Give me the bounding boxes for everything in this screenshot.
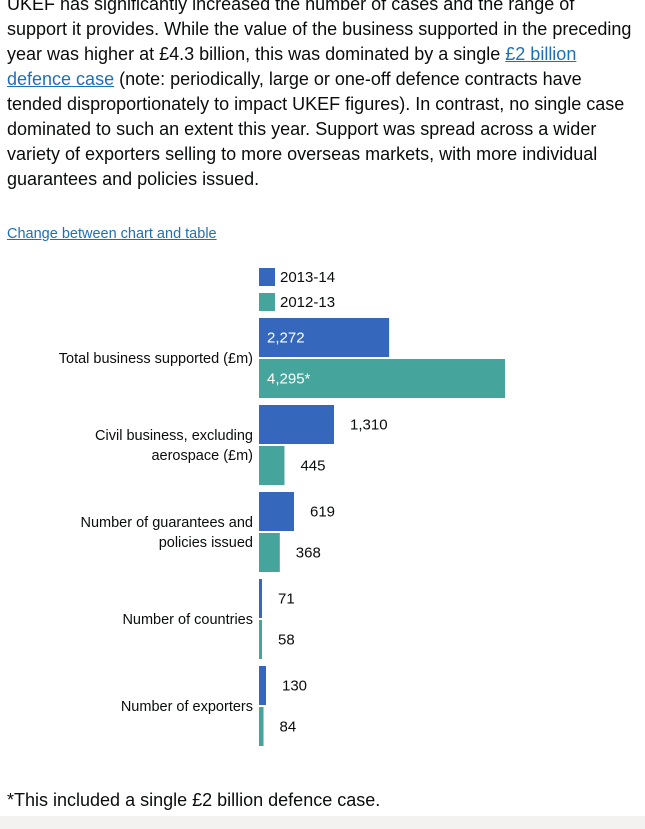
category-label-0-0: Total business supported (£m) bbox=[59, 351, 253, 367]
category-label-4-0: Number of exporters bbox=[121, 699, 253, 715]
bar-4-0 bbox=[259, 666, 266, 705]
legend-swatch-0 bbox=[259, 268, 275, 286]
bar-1-1 bbox=[259, 446, 285, 485]
bar-label-4-0: 130 bbox=[282, 678, 307, 695]
category-label-2-1: policies issued bbox=[159, 535, 253, 551]
intro-paragraph: UKEF has significantly increased the num… bbox=[7, 0, 639, 192]
bar-label-1-1: 445 bbox=[300, 458, 325, 475]
bar-label-2-1: 368 bbox=[296, 545, 321, 562]
bar-label-2-0: 619 bbox=[310, 504, 335, 521]
bar-label-0-0: 2,272 bbox=[267, 330, 305, 347]
bar-3-1 bbox=[259, 620, 262, 659]
category-label-2-0: Number of guarantees and bbox=[81, 515, 254, 531]
bar-0-0 bbox=[259, 318, 390, 357]
category-label-1-1: aerospace (£m) bbox=[151, 448, 253, 464]
category-label-1-0: Civil business, excluding bbox=[95, 428, 253, 444]
bar-label-0-1: 4,295* bbox=[267, 371, 311, 388]
intro-text-before: UKEF has significantly increased the num… bbox=[7, 0, 632, 64]
defence-case-link[interactable]: £2 billion defence case bbox=[7, 44, 577, 89]
bar-3-0 bbox=[259, 579, 262, 618]
bar-1-0 bbox=[259, 405, 334, 444]
bar-4-1 bbox=[259, 707, 264, 746]
category-label-3-0: Number of countries bbox=[122, 612, 253, 628]
bar-label-3-1: 58 bbox=[278, 632, 295, 649]
bar-2-0 bbox=[259, 492, 294, 531]
footnote: *This included a single £2 billion defen… bbox=[7, 790, 381, 810]
bar-0-1 bbox=[259, 359, 505, 398]
intro-text-after: (note: periodically, large or one-off de… bbox=[7, 69, 625, 189]
bottom-scroll-strip bbox=[0, 816, 645, 829]
legend-label-0: 2013-14 bbox=[280, 269, 335, 286]
bar-label-3-0: 71 bbox=[278, 591, 295, 608]
legend-label-1: 2012-13 bbox=[280, 294, 335, 311]
bar-label-4-1: 84 bbox=[280, 719, 297, 736]
chart-table-toggle-link[interactable]: Change between chart and table bbox=[7, 226, 217, 242]
comparison-bar-chart: 2013-14 2012-13 2,272 4,295* Total business … bbox=[59, 268, 505, 746]
bar-label-1-0: 1,310 bbox=[350, 417, 388, 434]
bar-2-1 bbox=[259, 533, 280, 572]
legend-swatch-1 bbox=[259, 293, 275, 311]
